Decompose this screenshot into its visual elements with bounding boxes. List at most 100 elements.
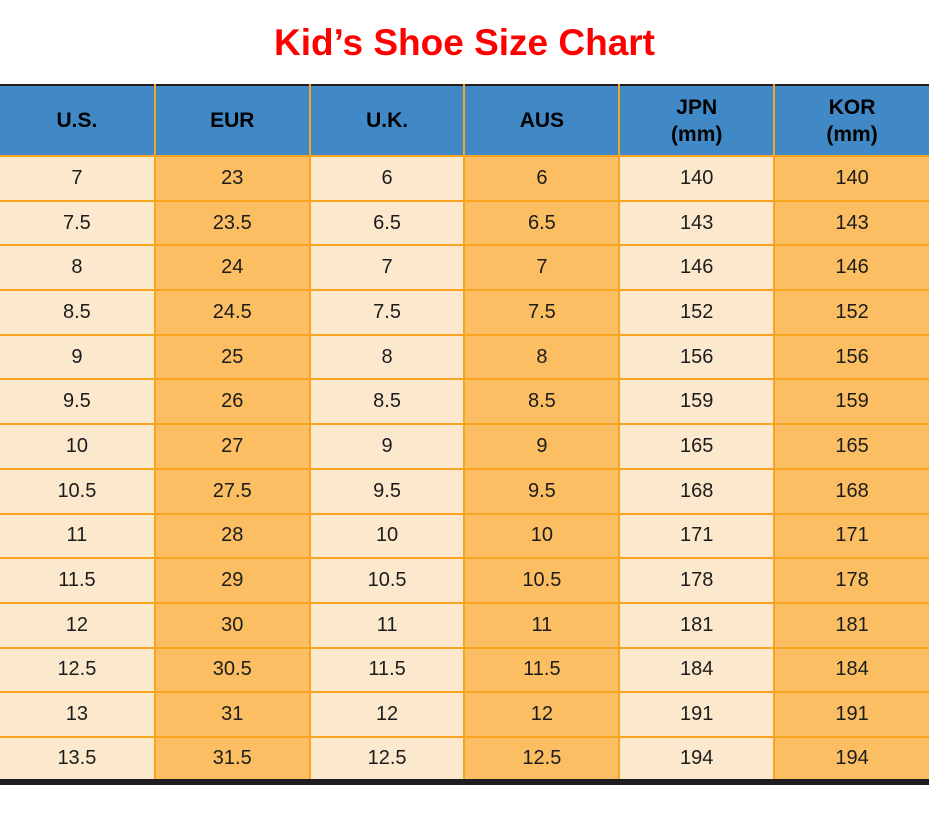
- table-cell: 178: [773, 557, 929, 604]
- table-cell: 171: [773, 512, 929, 560]
- table-cell: 159: [773, 378, 929, 426]
- table-cell: 168: [773, 467, 929, 515]
- table-cell: 27.5: [153, 467, 311, 515]
- table-cell: 9: [0, 333, 156, 381]
- table-cell: 9: [308, 423, 466, 470]
- table-cell: 12: [463, 691, 621, 738]
- table-row: 10.5 27.5 9.5 9.5 168 168: [0, 467, 929, 515]
- table-cell: 152: [773, 289, 929, 336]
- table-cell: 7: [0, 155, 156, 202]
- table-header: U.S. EUR U.K. AUS JPN (mm) KOR (mm): [0, 84, 929, 157]
- table-cell: 10: [308, 512, 466, 560]
- table-cell: 12: [0, 601, 156, 649]
- table-cell: 11.5: [0, 557, 156, 604]
- table-cell: 12.5: [308, 735, 466, 785]
- column-header-eur: EUR: [153, 84, 311, 157]
- table-cell: 11: [308, 601, 466, 649]
- table-cell: 12.5: [0, 646, 156, 694]
- table-cell: 11: [0, 512, 156, 560]
- table-row: 12.5 30.5 11.5 11.5 184 184: [0, 646, 929, 694]
- table-cell: 8.5: [0, 289, 156, 336]
- table-cell: 181: [618, 601, 776, 649]
- column-header-us: U.S.: [0, 84, 156, 157]
- table-cell: 140: [618, 155, 776, 202]
- table-row: 9.5 26 8.5 8.5 159 159: [0, 378, 929, 426]
- table-cell: 140: [773, 155, 929, 202]
- table-cell: 24.5: [153, 289, 311, 336]
- table-cell: 9.5: [463, 467, 621, 515]
- table-cell: 11: [463, 601, 621, 649]
- table-row: 9 25 8 8 156 156: [0, 333, 929, 381]
- table-cell: 8: [0, 244, 156, 292]
- table-cell: 10: [0, 423, 156, 470]
- table-row: 8 24 7 7 146 146: [0, 244, 929, 292]
- column-header-label: KOR: [828, 95, 876, 119]
- column-header-label: U.S.: [56, 109, 98, 132]
- table-row: 12 30 11 11 181 181: [0, 601, 929, 649]
- table-cell: 12: [308, 691, 466, 738]
- column-header-label: (mm): [826, 122, 878, 146]
- table-row: 7.5 23.5 6.5 6.5 143 143: [0, 199, 929, 247]
- column-header-label: JPN: [676, 95, 718, 119]
- table-cell: 8: [308, 333, 466, 381]
- table-cell: 178: [618, 557, 776, 604]
- column-header-label: AUS: [519, 109, 565, 132]
- table-cell: 152: [618, 289, 776, 336]
- column-header-kor: KOR (mm): [773, 84, 929, 157]
- column-header-label: EUR: [210, 109, 255, 132]
- table-cell: 10.5: [308, 557, 466, 604]
- table-cell: 159: [618, 378, 776, 426]
- table-cell: 165: [773, 423, 929, 470]
- table-cell: 9: [463, 423, 621, 470]
- table-cell: 143: [773, 199, 929, 247]
- table-cell: 7.5: [463, 289, 621, 336]
- table-cell: 7: [308, 244, 466, 292]
- table-cell: 31.5: [153, 735, 311, 785]
- table-cell: 30: [153, 601, 311, 649]
- table-cell: 146: [618, 244, 776, 292]
- table-row: 13 31 12 12 191 191: [0, 691, 929, 738]
- page-title: Kid’s Shoe Size Chart: [273, 21, 656, 63]
- shoe-size-table: U.S. EUR U.K. AUS JPN (mm) KOR (mm) 7 23 6 6 140 140…: [0, 84, 929, 785]
- table-cell: 191: [618, 691, 776, 738]
- column-header-uk: U.K.: [308, 84, 466, 157]
- table-row: 8.5 24.5 7.5 7.5 152 152: [0, 289, 929, 336]
- table-cell: 8.5: [463, 378, 621, 426]
- table-cell: 6: [463, 155, 621, 202]
- table-cell: 156: [773, 333, 929, 381]
- table-cell: 146: [773, 244, 929, 292]
- table-row: 11.5 29 10.5 10.5 178 178: [0, 557, 929, 604]
- table-cell: 12.5: [463, 735, 621, 785]
- table-cell: 143: [618, 199, 776, 247]
- table-cell: 165: [618, 423, 776, 470]
- table-cell: 156: [618, 333, 776, 381]
- table-cell: 10.5: [0, 467, 156, 515]
- table-cell: 181: [773, 601, 929, 649]
- table-row: 10 27 9 9 165 165: [0, 423, 929, 470]
- table-cell: 13.5: [0, 735, 156, 785]
- table-cell: 7.5: [308, 289, 466, 336]
- table-cell: 28: [153, 512, 311, 560]
- table-cell: 191: [773, 691, 929, 738]
- table-cell: 194: [773, 735, 929, 785]
- table-cell: 171: [618, 512, 776, 560]
- table-cell: 7: [463, 244, 621, 292]
- table-cell: 8: [463, 333, 621, 381]
- column-header-label: U.K.: [366, 109, 409, 132]
- table-cell: 29: [153, 557, 311, 604]
- table-cell: 25: [153, 333, 311, 381]
- table-cell: 24: [153, 244, 311, 292]
- table-cell: 31: [153, 691, 311, 738]
- column-header-aus: AUS: [463, 84, 621, 157]
- column-header-jpn: JPN (mm): [618, 84, 776, 157]
- table-cell: 6.5: [463, 199, 621, 247]
- table-row: 7 23 6 6 140 140: [0, 155, 929, 202]
- table-cell: 23: [153, 155, 311, 202]
- table-cell: 7.5: [0, 199, 156, 247]
- table-body: 7 23 6 6 140 140 7.5 23.5 6.5 6.5 143 143 8 24 7 7 146 14…: [0, 155, 929, 785]
- table-cell: 168: [618, 467, 776, 515]
- table-cell: 184: [618, 646, 776, 694]
- table-cell: 8.5: [308, 378, 466, 426]
- table-cell: 26: [153, 378, 311, 426]
- header-row: U.S. EUR U.K. AUS JPN (mm) KOR (mm): [0, 84, 929, 157]
